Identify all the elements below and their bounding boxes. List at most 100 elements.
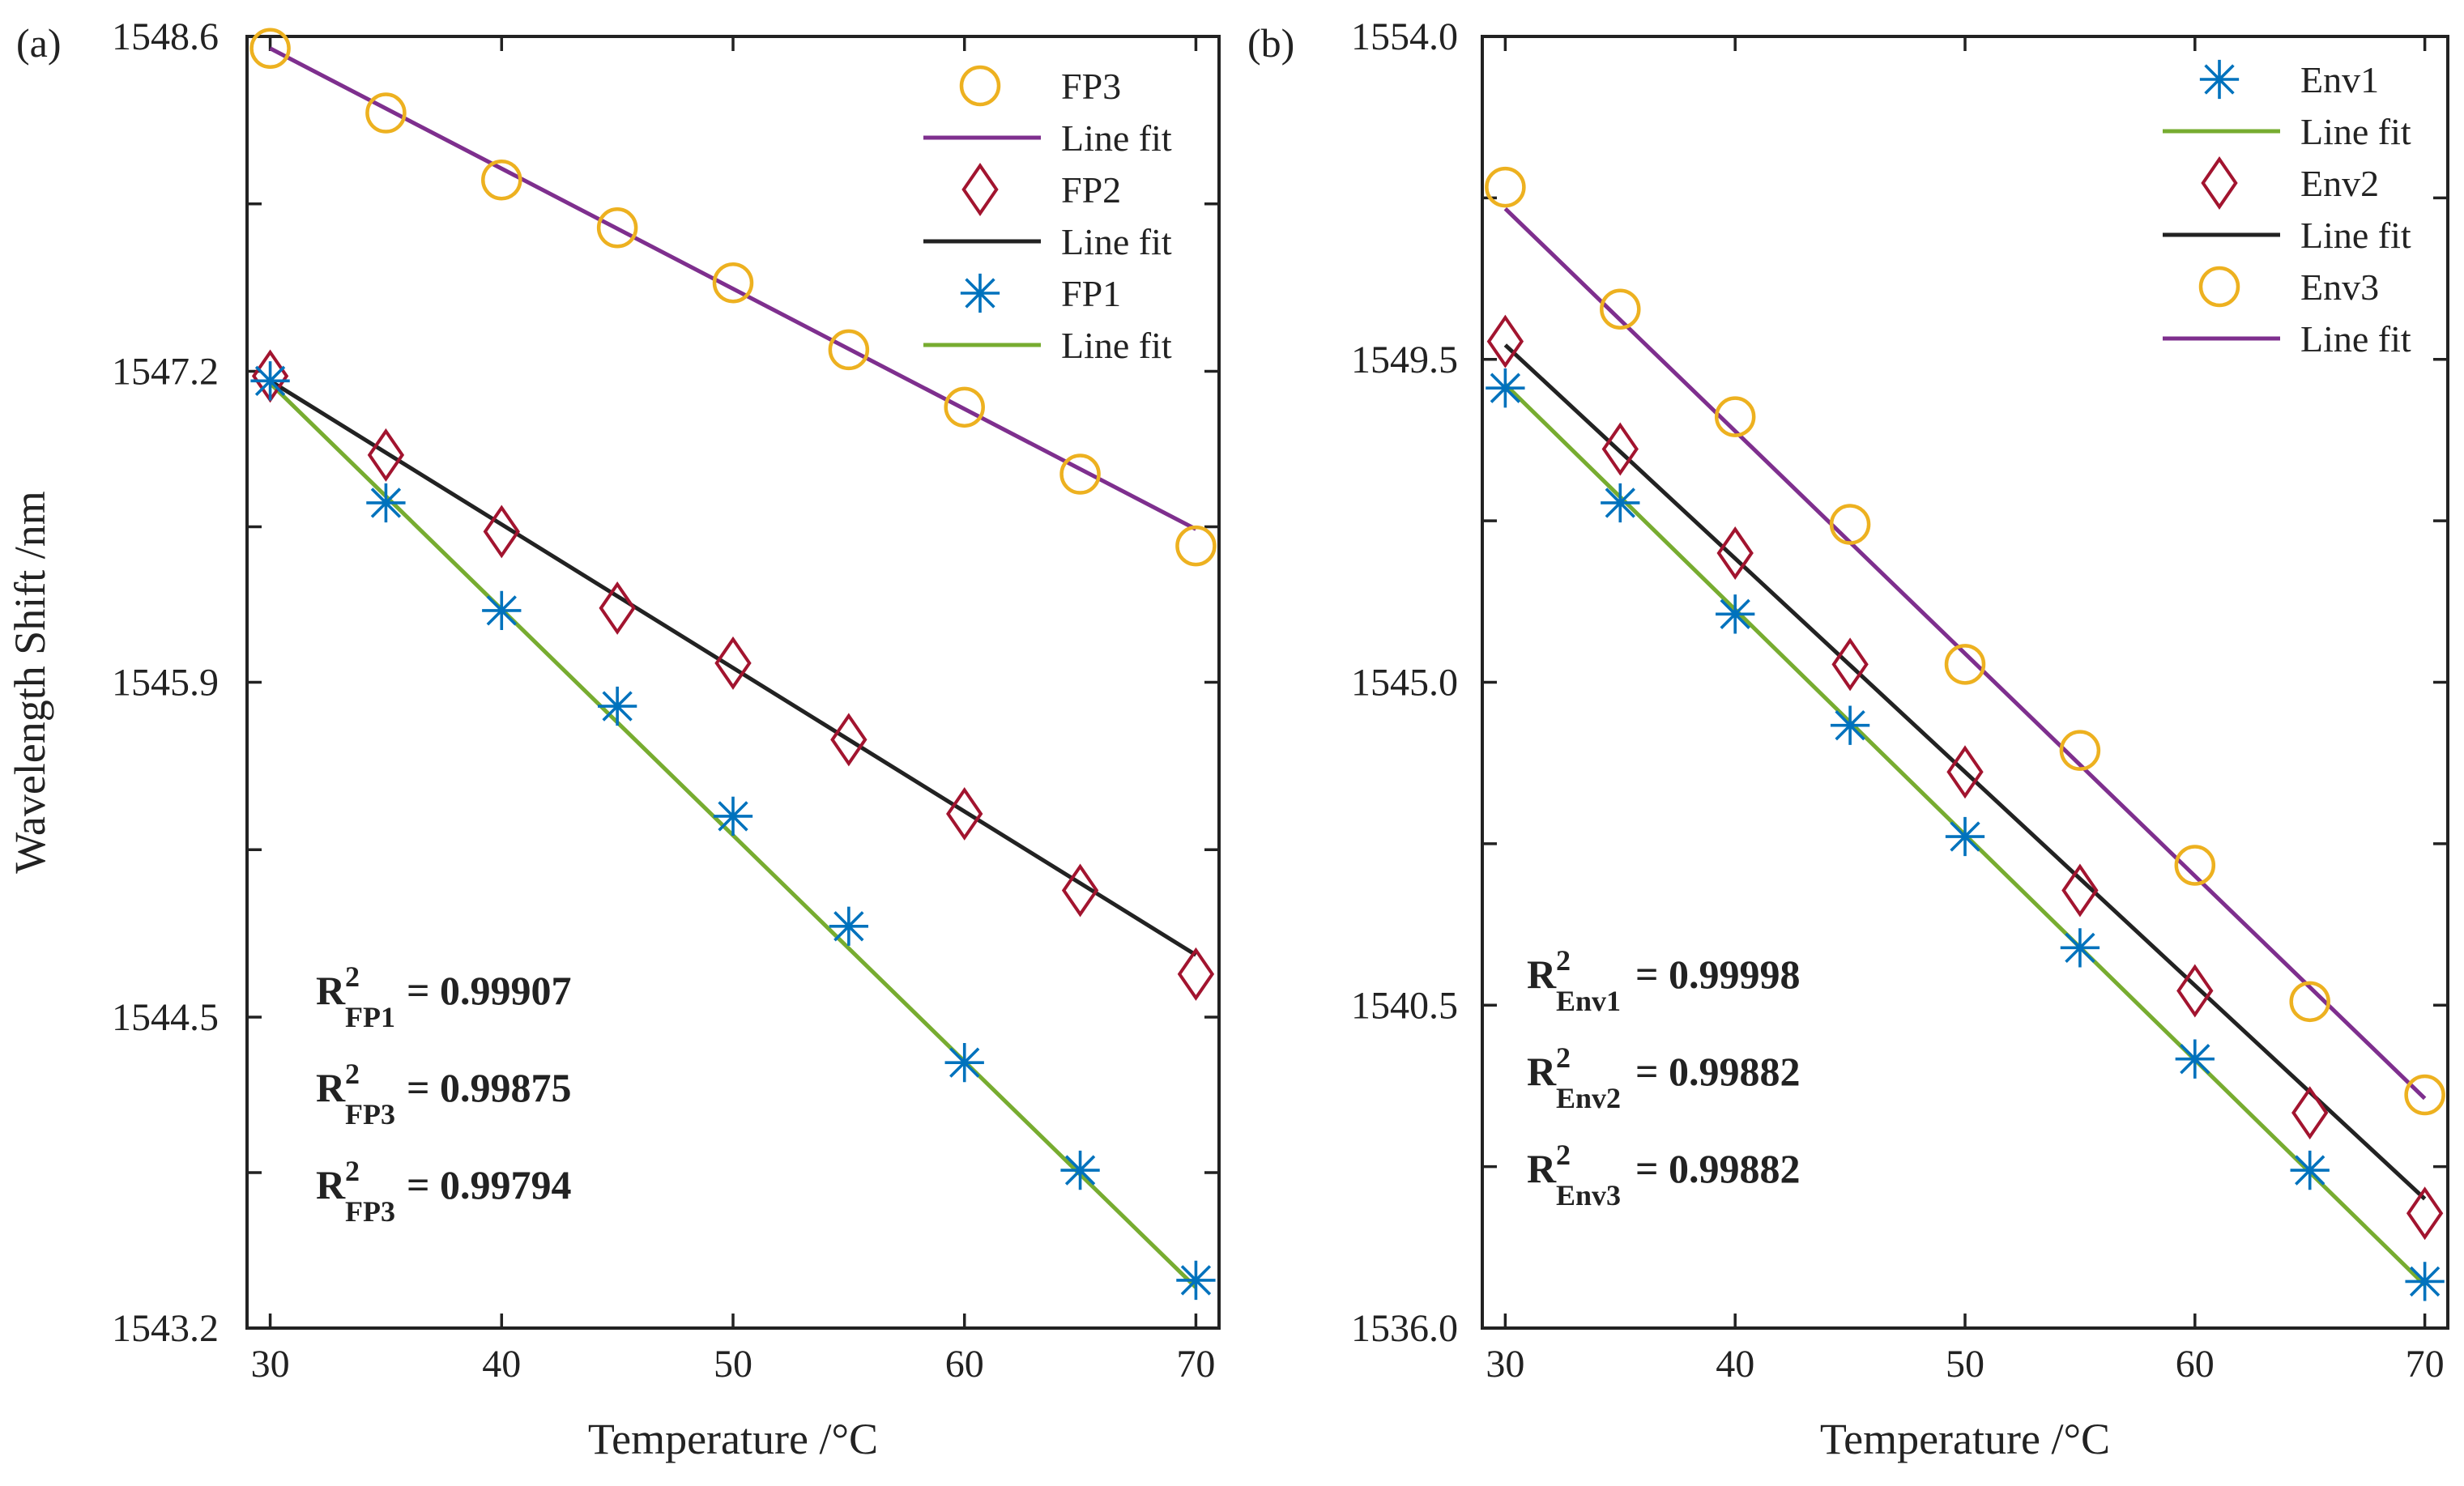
data-point (2060, 928, 2100, 968)
data-point (1944, 644, 1986, 685)
data-point (599, 581, 636, 635)
chart-panel-1: 30 40 50 60 70 1543.2 1544.5 1545.9 1547.2 1548.6… (6, 15, 1221, 1463)
data-point (944, 386, 985, 428)
legend-marker (961, 163, 999, 216)
data-point (2061, 863, 2099, 918)
r2-value: = 0.99882 (1635, 1146, 1801, 1191)
legend: Env1 Line fit Env2 Line fit Env3 Line fit (2163, 59, 2411, 360)
data-point (1177, 947, 1215, 1001)
data-point (1485, 166, 1526, 208)
data-point (1829, 504, 1871, 545)
r2-subscript: Env1 (1556, 985, 1621, 1017)
panel-label: (b) (1247, 20, 1294, 66)
legend-label: Line fit (2300, 318, 2411, 360)
data-point (1061, 863, 1099, 918)
data-point (714, 636, 752, 690)
legend-label: Line fit (2300, 111, 2411, 152)
data-point (1714, 396, 1756, 437)
data-point (2175, 1039, 2215, 1079)
legend-label: Env2 (2300, 163, 2379, 204)
data-point (1716, 526, 1754, 580)
legend: FP3 Line fit FP2 Line fit FP1 Line fit (923, 65, 1172, 366)
r2-subscript: FP3 (345, 1195, 395, 1228)
r2-base: R (316, 1162, 346, 1207)
data-point (1831, 637, 1869, 692)
r2-value: = 0.99794 (407, 1162, 572, 1207)
legend-marker (2201, 156, 2238, 210)
panel-label: (a) (16, 20, 62, 66)
fit-line-fp3 (269, 46, 1197, 531)
y-tick-label: 1554.0 (1351, 15, 1458, 58)
data-point (829, 906, 869, 946)
legend-label: Env1 (2300, 59, 2379, 100)
series-env3 (1485, 166, 2445, 1116)
data-point (1946, 745, 1984, 799)
data-point (2174, 845, 2216, 886)
data-point (1059, 453, 1101, 495)
legend-label: Line fit (1061, 117, 1172, 159)
x-tick-label: 70 (1176, 1343, 1215, 1386)
x-axis-label: Temperature /°C (1820, 1415, 2110, 1463)
x-tick-label: 60 (945, 1343, 984, 1386)
r2-value: = 0.99882 (1635, 1049, 1801, 1094)
data-point (712, 262, 754, 304)
legend-marker (959, 65, 1001, 107)
series-env2 (1486, 314, 2444, 1241)
r2-superscript: 2 (345, 960, 360, 993)
data-point (944, 1042, 984, 1083)
y-tick-label: 1544.5 (112, 996, 219, 1039)
data-point (1830, 705, 1870, 745)
data-point (2291, 1086, 2329, 1140)
r2-base: R (1527, 952, 1557, 997)
data-point (1601, 483, 1640, 523)
y-tick-label: 1548.6 (112, 15, 219, 58)
data-point (1176, 1260, 1216, 1301)
r2-subscript: FP3 (345, 1098, 395, 1130)
series-env1 (1486, 368, 2445, 1301)
legend-label: FP1 (1061, 273, 1121, 314)
legend-label: FP2 (1061, 169, 1121, 211)
y-tick-label: 1536.0 (1351, 1307, 1458, 1350)
series-fp2 (251, 349, 1215, 1001)
chart-panel-2: 30 40 50 60 70 1536.0 1540.5 1545.0 1549.5 1554.0… (1247, 15, 2449, 1463)
r2-subscript: Env3 (1556, 1179, 1621, 1211)
x-tick-label: 40 (482, 1343, 521, 1386)
data-point (2290, 1150, 2330, 1190)
x-tick-label: 40 (1716, 1343, 1754, 1386)
data-point (481, 159, 522, 201)
data-point (483, 505, 520, 559)
data-point (2289, 981, 2330, 1023)
r2-base: R (1527, 1146, 1557, 1191)
x-tick-label: 50 (1946, 1343, 1984, 1386)
y-tick-label: 1545.0 (1351, 662, 1458, 705)
legend-marker (2199, 59, 2240, 100)
series-fp1 (250, 361, 1216, 1301)
y-tick-label: 1549.5 (1351, 339, 1458, 381)
r2-superscript: 2 (345, 1058, 360, 1090)
data-point (1601, 422, 1639, 476)
r2-superscript: 2 (345, 1155, 360, 1187)
data-point (2176, 964, 2214, 1018)
x-tick-label: 70 (2406, 1343, 2445, 1386)
legend-label: FP3 (1061, 66, 1121, 107)
r2-base: R (1527, 1049, 1557, 1094)
data-point (1600, 288, 1641, 330)
legend-marker (2198, 266, 2240, 308)
legend-marker (960, 273, 1000, 313)
data-point (367, 428, 405, 482)
r2-subscript: Env2 (1556, 1082, 1621, 1114)
data-point (365, 92, 407, 134)
data-point (1716, 594, 1755, 634)
y-tick-label: 1540.5 (1351, 984, 1458, 1027)
fit-line-env3 (1503, 207, 2427, 1101)
r2-base: R (316, 1065, 346, 1110)
y-tick-label: 1547.2 (112, 351, 219, 394)
data-point (249, 28, 291, 70)
x-tick-label: 30 (251, 1343, 290, 1386)
data-point (1945, 816, 1985, 857)
x-axis-label: Temperature /°C (588, 1415, 878, 1463)
data-point (1486, 368, 1525, 408)
